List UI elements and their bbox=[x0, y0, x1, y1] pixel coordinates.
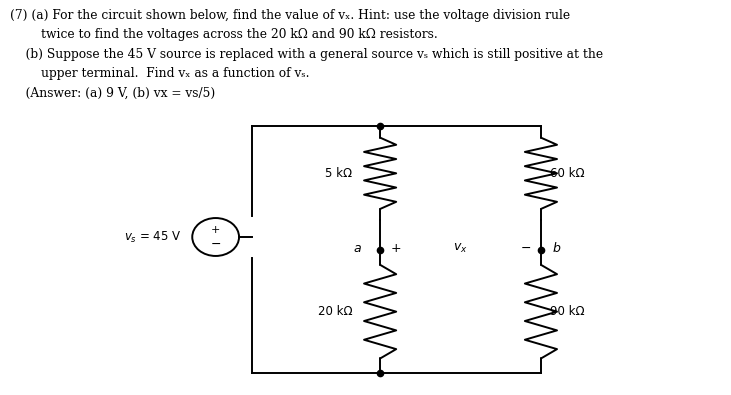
Text: 5 kΩ: 5 kΩ bbox=[325, 167, 352, 180]
Text: 90 kΩ: 90 kΩ bbox=[550, 305, 584, 318]
Text: +: + bbox=[390, 242, 401, 254]
Text: (7) (a) For the circuit shown below, find the value of vₓ. Hint: use the voltage: (7) (a) For the circuit shown below, fin… bbox=[10, 9, 569, 22]
Text: $v_s$ = 45 V: $v_s$ = 45 V bbox=[124, 229, 181, 245]
Text: −: − bbox=[520, 242, 531, 254]
Text: +: + bbox=[211, 225, 220, 235]
Text: (b) Suppose the 45 V source is replaced with a general source vₛ which is still : (b) Suppose the 45 V source is replaced … bbox=[10, 48, 602, 61]
Text: 20 kΩ: 20 kΩ bbox=[318, 305, 352, 318]
Text: 60 kΩ: 60 kΩ bbox=[550, 167, 584, 180]
Text: $a$: $a$ bbox=[353, 242, 362, 254]
Text: $b$: $b$ bbox=[552, 241, 561, 255]
Text: (Answer: (a) 9 V, (b) vx = vs/5): (Answer: (a) 9 V, (b) vx = vs/5) bbox=[10, 87, 215, 100]
Text: $v_x$: $v_x$ bbox=[453, 241, 468, 255]
Text: twice to find the voltages across the 20 kΩ and 90 kΩ resistors.: twice to find the voltages across the 20… bbox=[10, 28, 437, 41]
Text: −: − bbox=[211, 238, 221, 251]
Text: upper terminal.  Find vₓ as a function of vₛ.: upper terminal. Find vₓ as a function of… bbox=[10, 67, 309, 80]
